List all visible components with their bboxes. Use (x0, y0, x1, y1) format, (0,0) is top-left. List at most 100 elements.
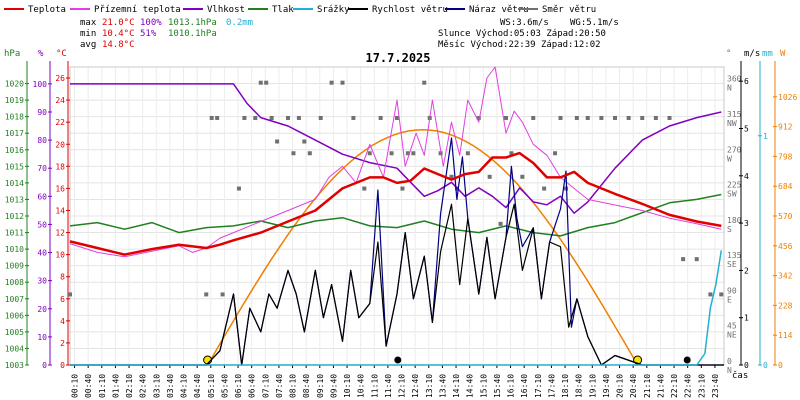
celsius-tick-label: 26 (55, 74, 65, 83)
wind-dir-point (574, 115, 579, 120)
wind-dir-point (585, 115, 590, 120)
hpa-tick-label: 1006 (5, 311, 24, 320)
wind-dir-point (286, 115, 290, 120)
direction-tick-label: 360 N (727, 75, 742, 93)
percent-tick-label: 20 (37, 305, 47, 314)
hpa-tick-label: 1014 (5, 179, 24, 188)
legend-label: Rychlost větru (372, 5, 448, 15)
celsius-tick-label: 22 (55, 118, 65, 127)
wind-dir-point (362, 186, 367, 191)
legend-label: Vlhkost (207, 5, 245, 15)
legend-label: Tlak (272, 5, 294, 15)
hpa-tick-label: 1005 (5, 328, 24, 337)
stat-max-rain: 0.2mm (226, 18, 253, 28)
celsius-tick-label: 10 (55, 251, 65, 260)
plot-area (68, 66, 724, 366)
wind-tick-label: 1 (744, 314, 749, 323)
percent-tick-label: 50 (37, 220, 47, 229)
celsius-tick-label: 0 (60, 361, 65, 370)
x-tick-label: 18:10 (561, 374, 570, 398)
wind-dir-point (520, 174, 525, 179)
x-tick-label: 08:10 (289, 374, 298, 398)
x-tick-label: 12:40 (411, 374, 420, 398)
solar-tick-label: 228 (778, 301, 793, 310)
celsius-tick-label: 8 (60, 273, 65, 282)
series-sr-ky (70, 250, 723, 366)
wind-dir-point (389, 151, 394, 156)
x-tick-label: 20:10 (616, 374, 625, 398)
wind-dir-point (378, 115, 383, 120)
wind-dir-point (553, 151, 558, 156)
sun-times: Slunce Východ:05:03 Západ:20:50 (438, 29, 606, 39)
hpa-tick-label: 1018 (5, 113, 24, 122)
wind-dir-point (653, 115, 658, 120)
axis-unit-labels: hPa % °C ° m/s mm W (4, 49, 786, 59)
stat-min-press: 1010.1hPa (168, 29, 217, 39)
solar-tick-label: 684 (778, 182, 793, 191)
celsius-tick-label: 24 (55, 96, 65, 105)
wind-dir-point (487, 174, 492, 179)
percent-tick-label: 30 (37, 277, 47, 286)
hpa-tick-label: 1007 (5, 295, 24, 304)
x-tick-label: 00:40 (84, 374, 93, 398)
wind-dir-point (476, 115, 481, 120)
wind-dir-point (708, 292, 713, 297)
wind-dir-point (351, 115, 356, 120)
x-tick-label: 17:10 (534, 374, 543, 398)
percent-tick-label: 70 (37, 164, 47, 173)
x-tick-label: 19:10 (588, 374, 597, 398)
hpa-unit: hPa (4, 49, 20, 59)
hpa-tick-label: 1008 (5, 278, 24, 287)
direction-tick-label: 90 E (727, 286, 737, 304)
wind-dir-point (504, 115, 508, 120)
x-tick-label: 09:10 (316, 374, 325, 398)
legend-label: Přízemní teplota (94, 5, 181, 15)
x-tick-label: 14:10 (452, 374, 461, 398)
x-axis: 00:10 00:40 01:10 01:40 02:10 02:40 03:10 03:40… (71, 365, 720, 398)
right-axes: 0 N 45 NE 90 E 135 SE 180 S 225 SW 270 W 315 NW 360 N 0 1 2 3… (727, 61, 797, 375)
solar-tick-label: 342 (778, 272, 793, 281)
wind-dir-point (236, 186, 241, 191)
x-tick-label: 00:10 (71, 374, 80, 398)
hpa-tick-label: 1004 (5, 344, 24, 353)
wind-dir-point (400, 186, 405, 191)
x-tick-label: 09:40 (329, 374, 338, 398)
wind-dir-point (307, 151, 312, 156)
x-tick-label: 12:10 (398, 374, 407, 398)
direction-tick-label: 270 W (727, 145, 742, 163)
moonset-icon (394, 356, 402, 364)
hpa-tick-label: 1016 (5, 146, 24, 155)
stat-max-press: 1013.1hPa (168, 18, 217, 28)
wind-dir-point (68, 292, 72, 297)
wind-dir-point (275, 139, 280, 144)
wind-dir-point (318, 115, 323, 120)
wind-dir-point (498, 221, 503, 226)
x-tick-label: 19:40 (602, 374, 611, 398)
x-tick-label: 05:40 (220, 374, 229, 398)
wind-info: WS:3.6m/s WG:5.1m/s Slunce Východ:05:03 … (438, 18, 619, 50)
wind-unit: m/s (744, 49, 760, 59)
wind-tick-label: 3 (744, 219, 749, 228)
wind-dir-point (395, 115, 399, 120)
x-tick-label: 02:40 (139, 374, 148, 398)
wind-ws: WS:3.6m/s (500, 18, 549, 28)
solar-tick-label: 798 (778, 152, 793, 161)
wind-dir-point (220, 292, 225, 297)
percent-tick-label: 10 (37, 333, 47, 342)
stat-max-label: max (80, 18, 97, 28)
wind-wg: WG:5.1m/s (570, 18, 619, 28)
percent-tick-label: 60 (37, 192, 47, 201)
x-tick-label: 20:40 (629, 374, 638, 398)
x-tick-label: 21:10 (643, 374, 652, 398)
x-axis-label: čas (732, 370, 748, 381)
legend-label: Teplota (28, 5, 66, 15)
stat-min-label: min (80, 29, 96, 39)
wind-dir-point (340, 80, 345, 85)
direction-tick-label: 45 NE (727, 322, 737, 340)
x-tick-label: 03:40 (166, 374, 175, 398)
x-tick-label: 10:10 (343, 374, 352, 398)
legend-label: Směr větru (542, 5, 596, 15)
celsius-tick-label: 6 (60, 295, 65, 304)
hpa-tick-label: 1015 (5, 162, 24, 171)
